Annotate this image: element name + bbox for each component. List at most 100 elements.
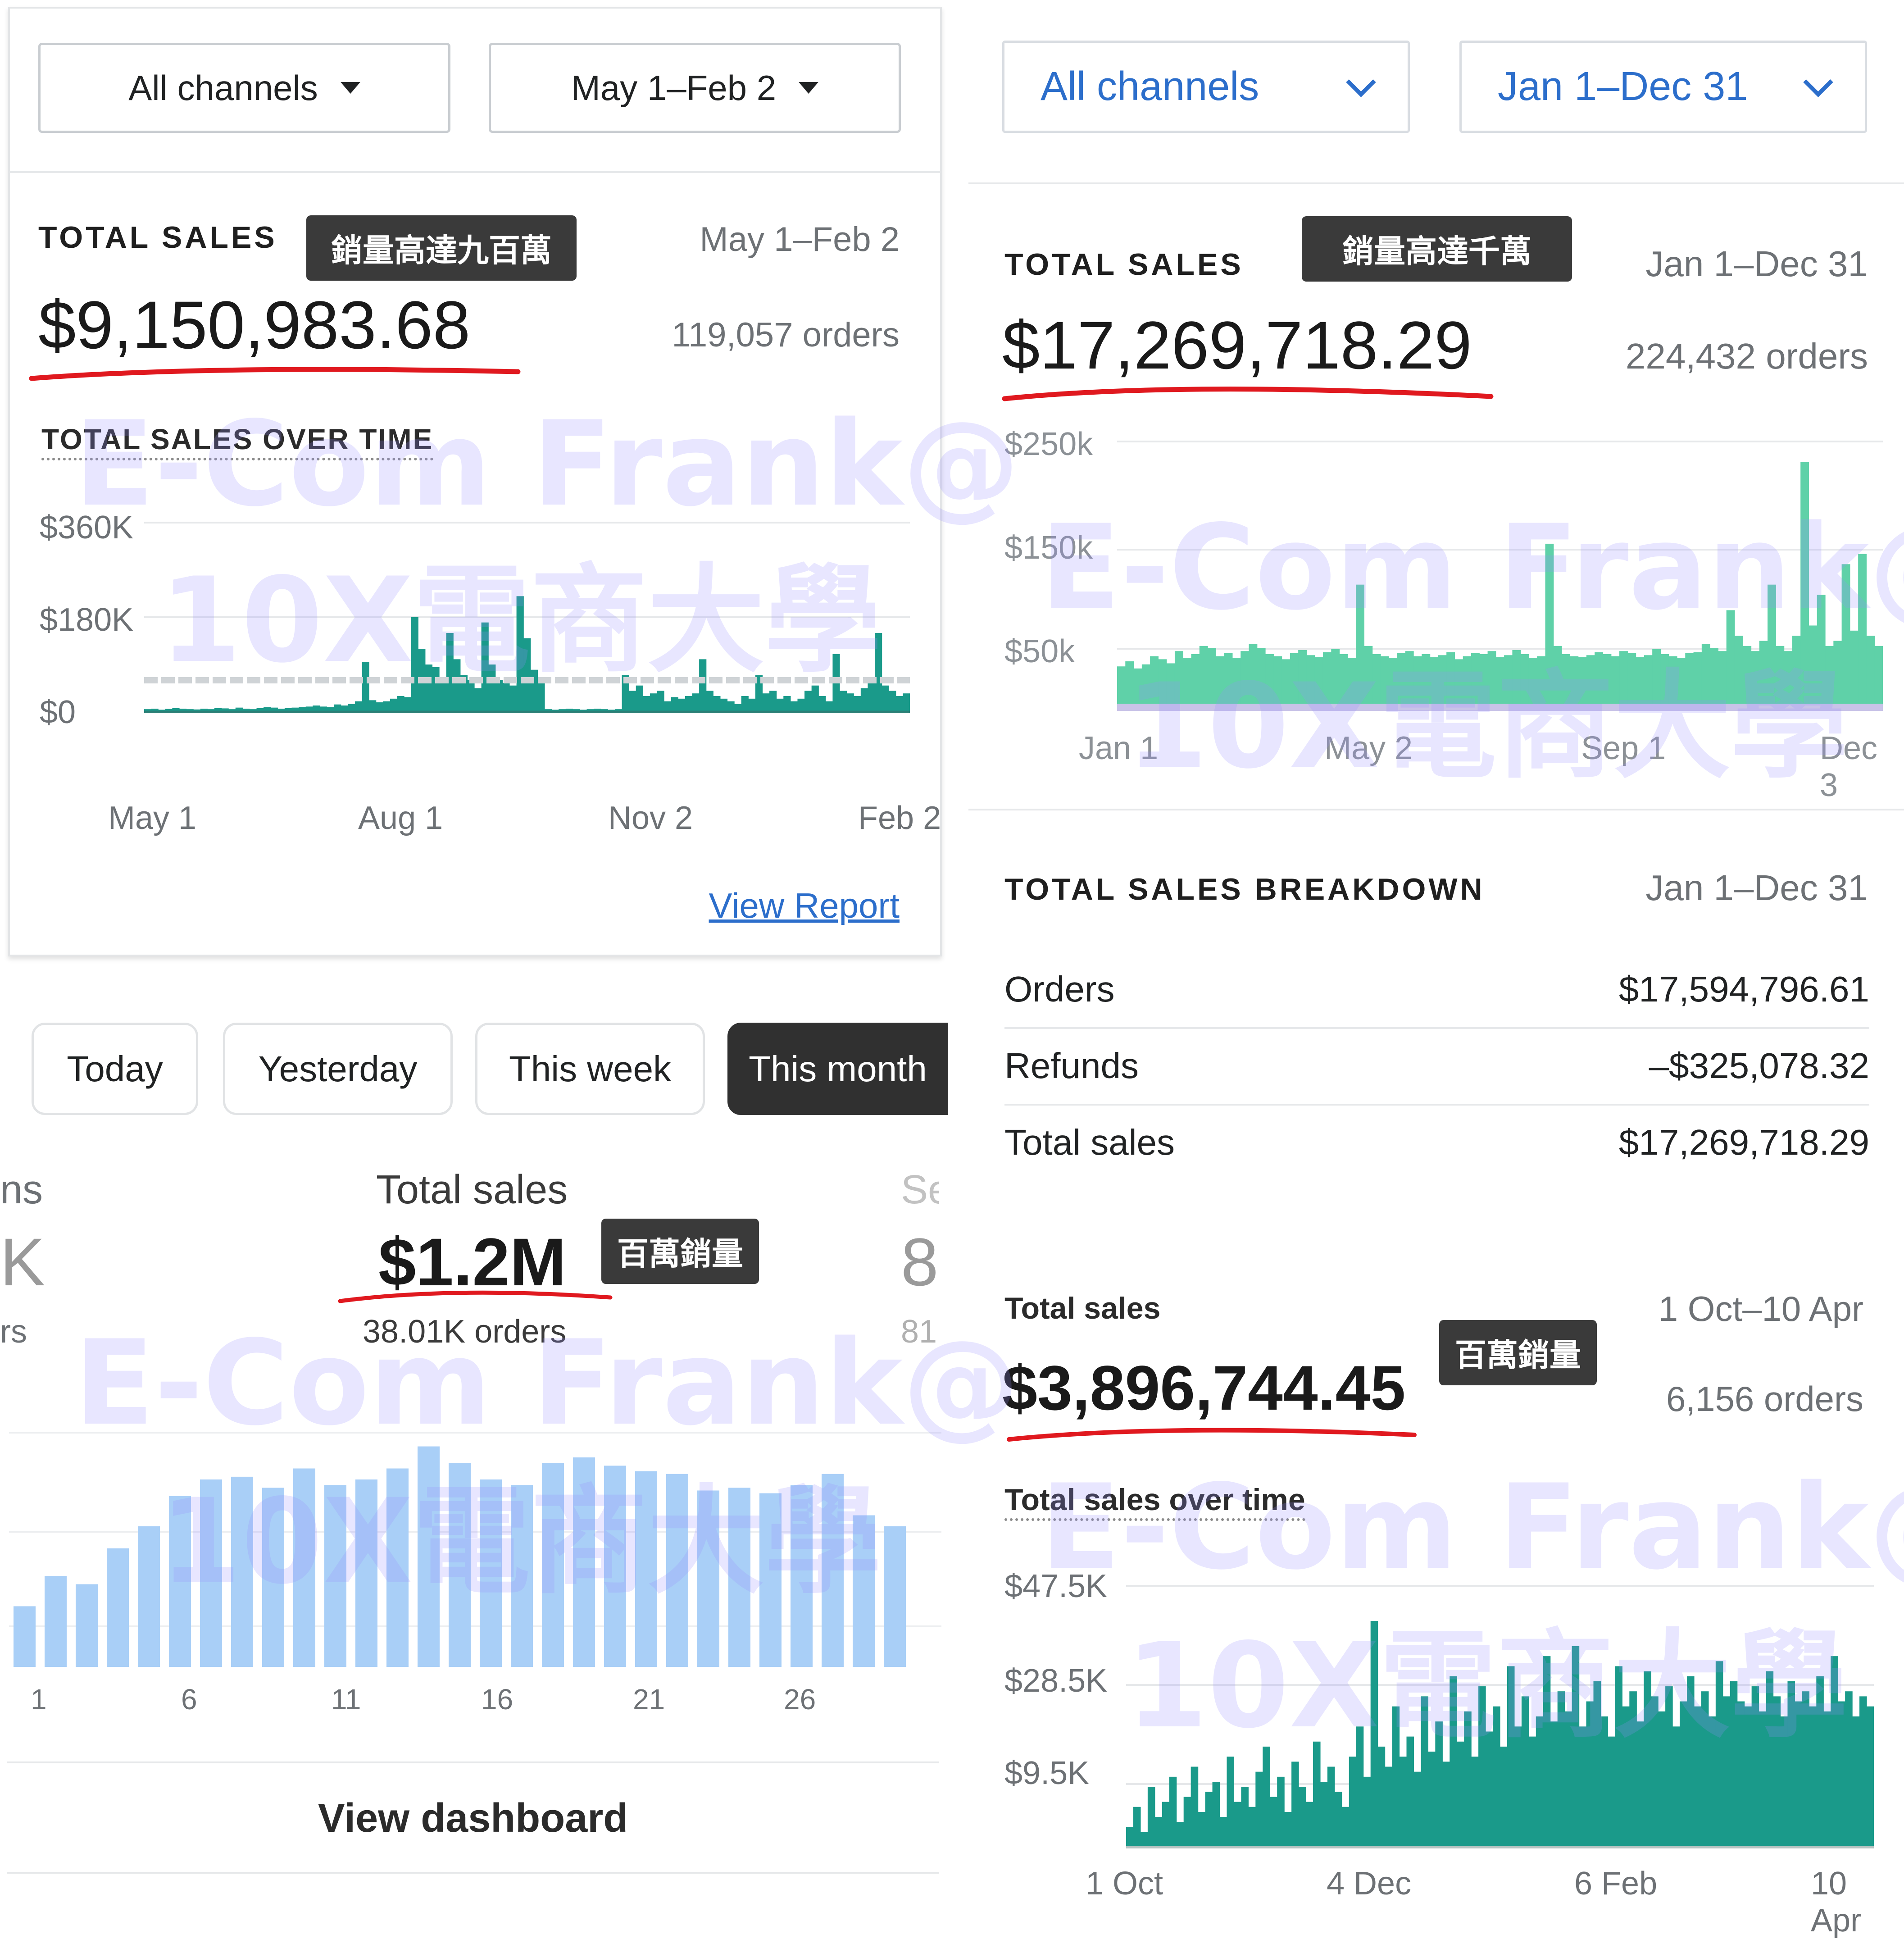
- divider: [1004, 1027, 1869, 1029]
- data-bar: [348, 704, 355, 712]
- data-bar: [1380, 656, 1389, 707]
- data-bar: [1263, 1746, 1270, 1847]
- data-bar: [151, 709, 159, 712]
- data-bar: [1219, 1817, 1227, 1847]
- tab-today[interactable]: Today: [32, 1023, 198, 1115]
- data-bar: [678, 698, 686, 712]
- tab-yesterday[interactable]: Yesterday: [223, 1023, 453, 1115]
- tab-this-week[interactable]: This week: [475, 1023, 705, 1115]
- data-bar: [1438, 655, 1447, 707]
- date-range-label: 1 Oct–10 Apr: [1658, 1289, 1863, 1329]
- data-bar: [1838, 1701, 1845, 1847]
- data-bar: [1665, 1686, 1673, 1847]
- x-tick: Dec 3: [1820, 730, 1878, 803]
- x-tick: Nov 2: [608, 800, 693, 836]
- data-bar: [1644, 1671, 1651, 1847]
- channel-dropdown[interactable]: All channels: [38, 43, 450, 133]
- annotation-badge: 百萬銷量: [601, 1219, 759, 1284]
- data-bar: [1191, 1766, 1199, 1847]
- data-bar: [1183, 1797, 1191, 1847]
- bar: [262, 1488, 284, 1667]
- data-bar: [291, 707, 299, 712]
- bar: [200, 1479, 222, 1667]
- data-bar: [1859, 1696, 1867, 1847]
- bar: [386, 1468, 409, 1667]
- data-bar: [1629, 1691, 1637, 1847]
- breakdown-title: TOTAL SALES BREAKDOWN: [1004, 872, 1485, 906]
- data-bar: [1241, 651, 1250, 707]
- tab-this-month[interactable]: This month: [727, 1023, 948, 1115]
- data-bar: [1169, 1776, 1177, 1847]
- data-bar: [1389, 658, 1398, 707]
- data-bar: [1701, 1691, 1709, 1847]
- data-bar: [1672, 1726, 1680, 1847]
- data-bar: [1422, 654, 1431, 707]
- date-range-label: May 1–Feb 2: [700, 220, 900, 259]
- data-bar: [755, 675, 763, 712]
- data-bar: [1257, 648, 1266, 707]
- data-bar: [1651, 1696, 1659, 1847]
- data-bar: [1636, 1721, 1644, 1847]
- bar: [853, 1515, 875, 1667]
- y-tick: $250k: [1004, 426, 1093, 462]
- data-bar: [193, 709, 201, 712]
- data-bar: [439, 680, 447, 712]
- channel-dropdown[interactable]: All channels: [1002, 41, 1410, 133]
- data-bar: [825, 701, 833, 712]
- annotation-badge: 銷量高達千萬: [1302, 216, 1572, 282]
- bar: [884, 1526, 906, 1667]
- section-title: TOTAL SALES: [38, 220, 277, 255]
- data-bar: [1428, 1752, 1436, 1847]
- data-bar: [1550, 1721, 1558, 1847]
- data-bar: [650, 693, 658, 712]
- data-bar: [214, 708, 222, 712]
- data-bar: [699, 659, 707, 712]
- view-dashboard-button[interactable]: View dashboard: [318, 1796, 628, 1841]
- section-title: TOTAL SALES: [1004, 247, 1244, 282]
- data-bar: [903, 693, 910, 712]
- data-bar: [776, 698, 784, 712]
- data-bar: [1364, 646, 1373, 707]
- data-bar: [537, 680, 545, 712]
- bar: [697, 1490, 719, 1667]
- data-bar: [1817, 595, 1826, 707]
- data-bar: [390, 698, 398, 712]
- data-bar: [1493, 1706, 1500, 1847]
- data-bar: [1504, 655, 1513, 707]
- data-bar: [1562, 654, 1570, 707]
- total-sales-area-chart: [1126, 1585, 1874, 1848]
- tab-label: Yesterday: [258, 1048, 418, 1089]
- data-bar: [629, 691, 636, 712]
- data-bar: [1495, 657, 1504, 707]
- data-bar: [1273, 656, 1282, 707]
- data-bar: [1722, 1696, 1731, 1847]
- date-range-dropdown[interactable]: May 1–Feb 2: [489, 43, 901, 133]
- data-bar: [741, 696, 749, 712]
- data-bar: [411, 617, 418, 712]
- total-sales-value: $9,150,983.68: [38, 287, 471, 363]
- data-bar: [1528, 1736, 1536, 1847]
- data-bar: [748, 698, 756, 712]
- data-bar: [1658, 1711, 1666, 1847]
- data-bar: [1708, 1716, 1716, 1847]
- x-tick: 1 Oct: [1086, 1866, 1163, 1902]
- data-bar: [544, 709, 552, 712]
- data-bar: [1570, 656, 1579, 707]
- date-range-dropdown[interactable]: Jan 1–Dec 31: [1459, 41, 1867, 133]
- data-bar: [1141, 664, 1150, 707]
- data-bar: [1677, 658, 1686, 707]
- view-report-link[interactable]: View Report: [709, 886, 900, 925]
- data-bar: [1773, 1696, 1781, 1847]
- data-bar: [249, 709, 257, 712]
- data-bar: [530, 669, 538, 712]
- divider: [1004, 1104, 1869, 1106]
- divider: [10, 171, 940, 173]
- data-bar: [1759, 641, 1768, 707]
- data-bar: [594, 709, 601, 712]
- data-bar: [1341, 1807, 1350, 1847]
- data-bar: [1363, 1776, 1371, 1847]
- data-bar: [354, 701, 363, 712]
- data-bar: [1615, 1666, 1622, 1847]
- data-bar: [221, 708, 229, 712]
- data-bar: [1284, 1812, 1292, 1847]
